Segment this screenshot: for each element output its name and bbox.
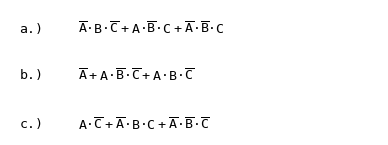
- Text: b.): b.): [19, 69, 43, 82]
- Text: $\mathtt{\overline{A} + A{\cdot}\overline{B}{\cdot}\overline{C} + A{\cdot}B{\cdo: $\mathtt{\overline{A} + A{\cdot}\overlin…: [78, 67, 194, 84]
- Text: $\mathtt{A{\cdot}\overline{C} + \overline{A}{\cdot}B{\cdot}C + \overline{A}{\cdo: $\mathtt{A{\cdot}\overline{C} + \overlin…: [78, 117, 210, 133]
- Text: a.): a.): [19, 22, 43, 36]
- Text: $\mathtt{\overline{A}{\cdot}B{\cdot}\overline{C} + A{\cdot}\overline{B}{\cdot}C : $\mathtt{\overline{A}{\cdot}B{\cdot}\ove…: [78, 21, 225, 37]
- Text: c.): c.): [19, 118, 43, 131]
